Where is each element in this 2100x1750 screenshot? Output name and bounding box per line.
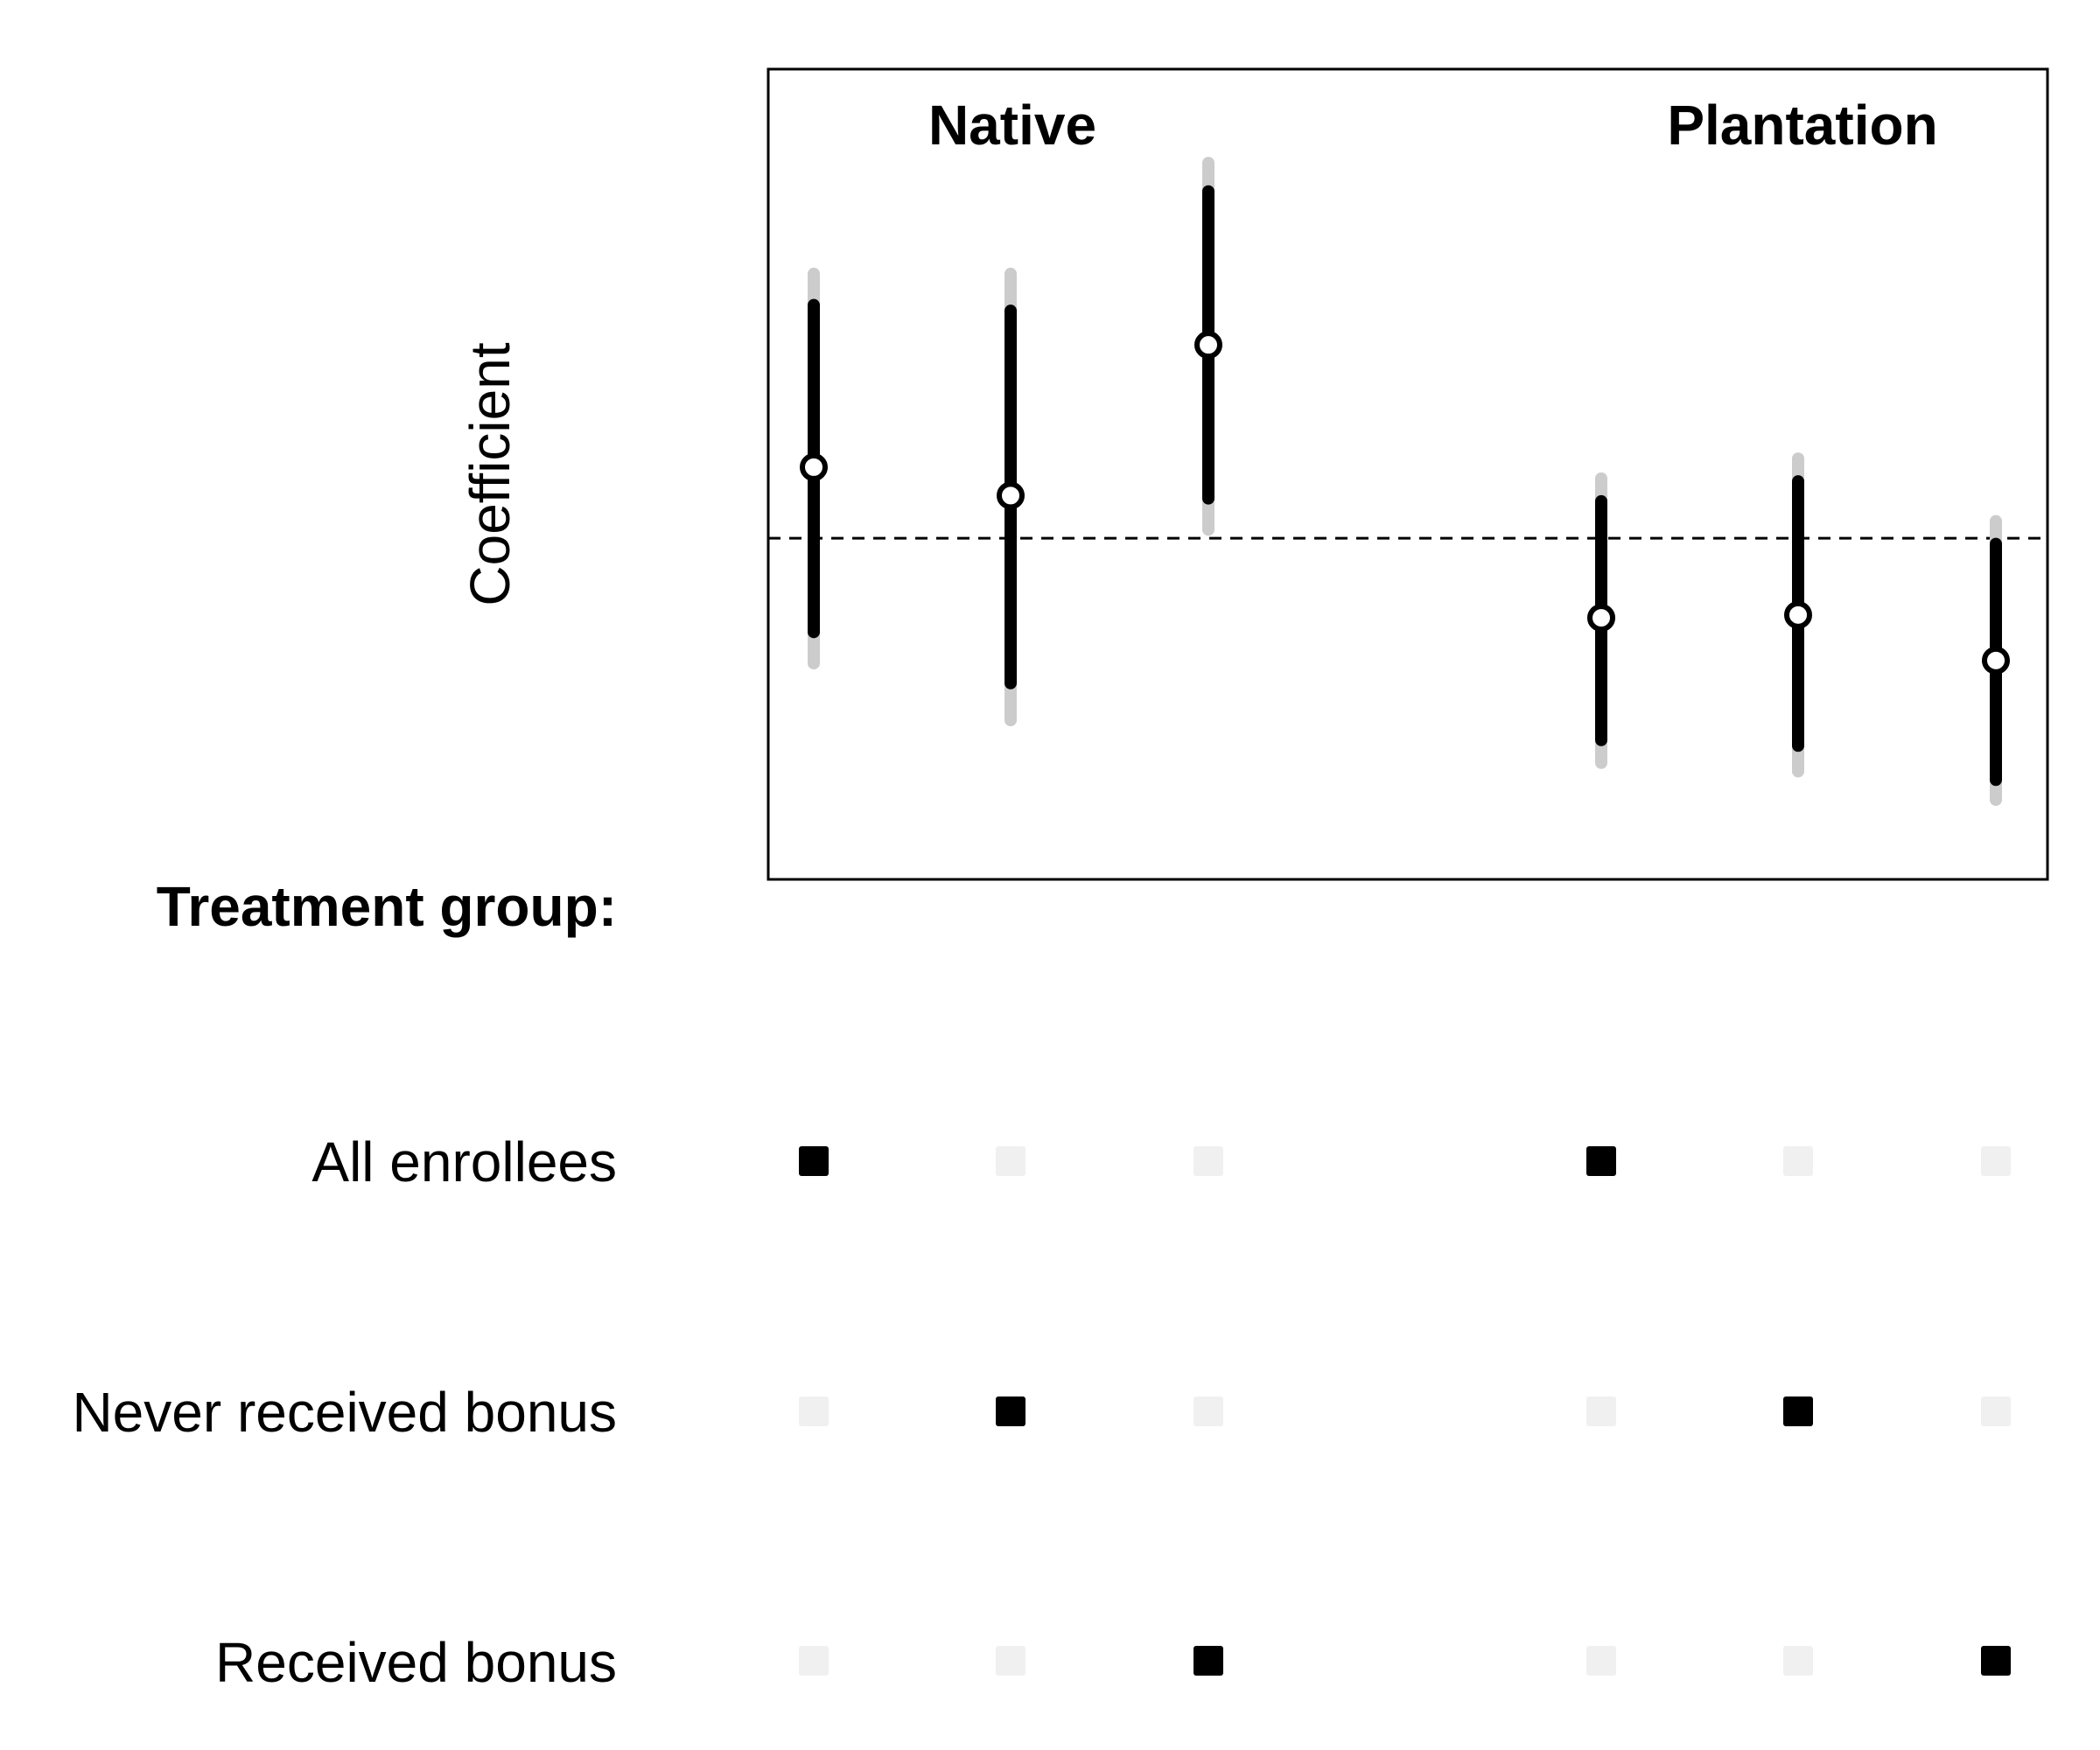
indicator-native-col2-all-enrollees-inactive xyxy=(996,1146,1026,1176)
point-estimate-native-all-enrollees xyxy=(800,452,828,481)
y-axis-label: Coefficient xyxy=(458,342,522,606)
treatment-group-header: Treatment group: xyxy=(157,875,617,938)
indicator-plantation-col5-never-received-bonus-active xyxy=(1783,1396,1813,1426)
treatment-indicator-matrix xyxy=(799,1146,2011,1676)
indicator-native-col2-never-received-bonus-active xyxy=(996,1396,1026,1426)
point-estimate-plantation-received-bonus xyxy=(1982,646,2010,675)
indicator-native-col1-never-received-bonus-inactive xyxy=(799,1396,829,1426)
panel-label-plantation: Plantation xyxy=(1667,94,1937,157)
indicator-plantation-col6-received-bonus-active xyxy=(1981,1646,2011,1676)
indicator-native-col3-received-bonus-active xyxy=(1194,1646,1223,1676)
point-estimate-native-received-bonus xyxy=(1194,331,1222,360)
panel-label-native: Native xyxy=(928,94,1096,157)
indicator-plantation-col5-received-bonus-inactive xyxy=(1783,1646,1813,1676)
indicator-native-col3-all-enrollees-inactive xyxy=(1194,1146,1223,1176)
indicator-native-col2-received-bonus-inactive xyxy=(996,1646,1026,1676)
point-estimate-plantation-never-received-bonus xyxy=(1784,600,1812,629)
indicator-plantation-col4-never-received-bonus-inactive xyxy=(1586,1396,1616,1426)
indicator-native-col1-received-bonus-inactive xyxy=(799,1646,829,1676)
indicator-plantation-col5-all-enrollees-inactive xyxy=(1783,1146,1813,1176)
row-label-never-received-bonus: Never received bonus xyxy=(72,1381,617,1444)
point-estimate-native-never-received-bonus xyxy=(997,481,1025,510)
row-label-received-bonus: Received bonus xyxy=(215,1631,617,1694)
chart-marks xyxy=(800,157,2010,807)
indicator-plantation-col4-all-enrollees-active xyxy=(1586,1146,1616,1176)
row-label-all-enrollees: All enrollees xyxy=(312,1130,617,1194)
indicator-plantation-col6-never-received-bonus-inactive xyxy=(1981,1396,2011,1426)
indicator-native-col1-all-enrollees-active xyxy=(799,1146,829,1176)
indicator-plantation-col4-received-bonus-inactive xyxy=(1586,1646,1616,1676)
indicator-plantation-col6-all-enrollees-inactive xyxy=(1981,1146,2011,1176)
point-estimate-plantation-all-enrollees xyxy=(1587,604,1615,633)
plot-frame xyxy=(766,67,2049,881)
indicator-native-col3-never-received-bonus-inactive xyxy=(1194,1396,1223,1426)
